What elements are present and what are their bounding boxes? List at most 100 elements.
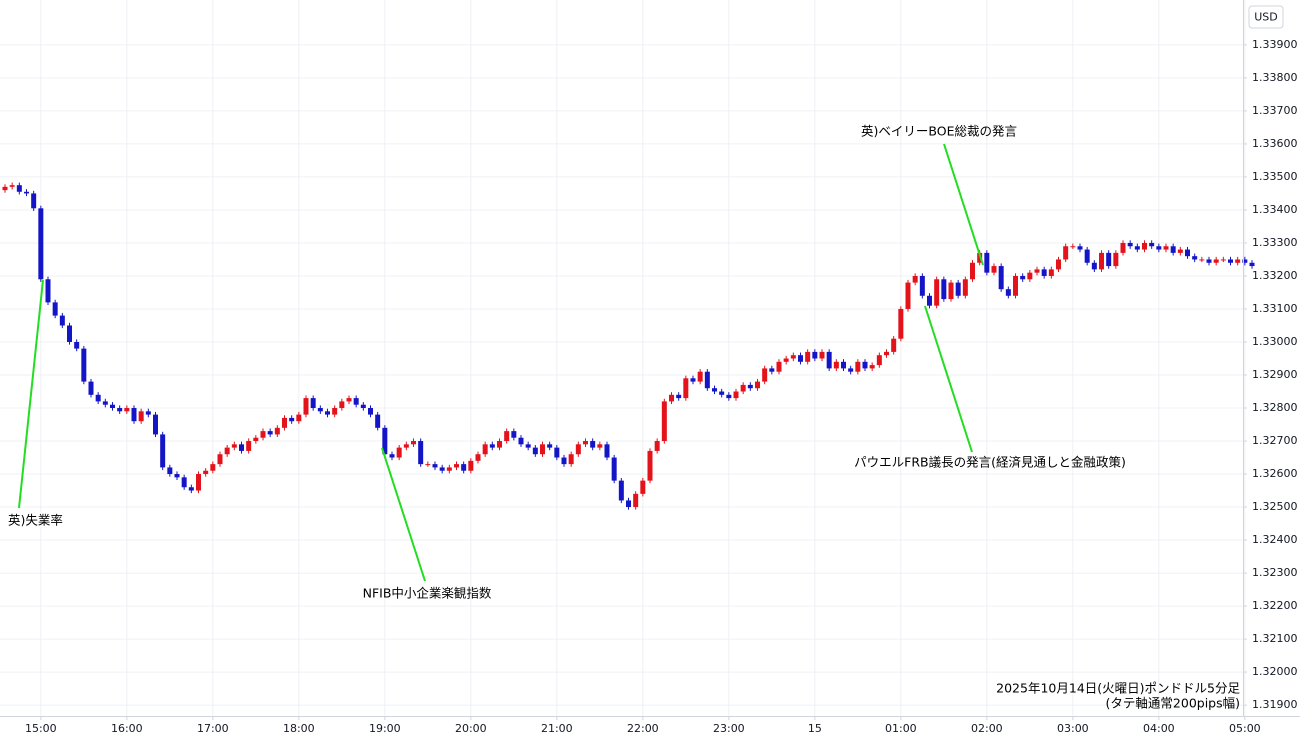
- y-tick-label: 1.33300: [1252, 236, 1298, 249]
- candle-body: [1091, 262, 1097, 270]
- candle-body: [955, 282, 961, 296]
- candle-body: [597, 444, 603, 448]
- candle-body: [160, 434, 166, 468]
- candle-body: [468, 460, 474, 471]
- candle-body: [1027, 272, 1033, 280]
- x-tick-label: 15:00: [25, 722, 57, 735]
- candle-body: [934, 279, 940, 306]
- candle-body: [461, 464, 467, 471]
- annotation: 英)ベイリーBOE総裁の発言: [861, 124, 1017, 139]
- annotation-pointer: [18, 279, 44, 509]
- candle-body: [1070, 246, 1076, 248]
- candle-body: [1199, 259, 1205, 261]
- y-tick-label: 1.32900: [1252, 368, 1298, 381]
- x-tick-label: 02:00: [971, 722, 1003, 735]
- candle-body: [683, 378, 689, 399]
- candle-body: [547, 444, 553, 448]
- candle-body: [346, 398, 352, 402]
- candle-body: [9, 185, 15, 187]
- candle-body: [1156, 246, 1162, 250]
- candle-body: [798, 355, 804, 362]
- candle-body: [81, 348, 87, 382]
- candle-body: [203, 470, 209, 475]
- candle-body: [769, 368, 775, 372]
- grid: [0, 0, 1246, 716]
- candle-body: [1077, 246, 1083, 250]
- annotation-pointer: [924, 305, 973, 453]
- candle-body: [812, 351, 818, 359]
- candle-body: [24, 191, 30, 194]
- x-tick-label: 19:00: [369, 722, 401, 735]
- candle-body: [1005, 289, 1011, 296]
- candle-body: [912, 275, 918, 283]
- candle-body: [317, 408, 323, 412]
- candle-body: [747, 384, 753, 389]
- annotation: 英)失業率: [8, 513, 63, 528]
- candle-body: [497, 441, 503, 448]
- y-tick-label: 1.32200: [1252, 599, 1298, 612]
- candle-body: [848, 368, 854, 372]
- x-tick-label: 03:00: [1057, 722, 1089, 735]
- x-tick-label: 17:00: [197, 722, 229, 735]
- candle-body: [239, 444, 245, 451]
- candle-body: [339, 401, 345, 409]
- candle-body: [1220, 259, 1226, 261]
- candle-body: [188, 487, 194, 491]
- x-tick-label: 15: [808, 722, 822, 735]
- candle-body: [1213, 259, 1219, 263]
- candle-body: [1120, 242, 1126, 253]
- candle-body: [296, 414, 302, 422]
- candle-body: [1099, 252, 1105, 270]
- candle-body: [905, 282, 911, 309]
- candle-body: [310, 398, 316, 409]
- candle-body: [783, 358, 789, 362]
- candle-body: [88, 381, 94, 395]
- candle-body: [1228, 259, 1234, 263]
- candle-body: [1034, 269, 1040, 273]
- candle-body: [174, 474, 180, 478]
- candle-body: [554, 447, 560, 458]
- candle-body: [1063, 246, 1069, 260]
- candle-body: [224, 447, 230, 455]
- candle-body: [253, 437, 259, 442]
- candle-body: [382, 427, 388, 455]
- annotation: パウエルFRB議長の発言(経済見通しと金融政策): [854, 455, 1126, 470]
- annotation-pointer: [943, 143, 984, 266]
- candle-body: [661, 401, 667, 442]
- candle-body: [482, 444, 488, 455]
- candle-body: [697, 371, 703, 382]
- currency-box: [1248, 5, 1284, 29]
- y-tick-label: 1.32400: [1252, 533, 1298, 546]
- candle-body: [1170, 246, 1176, 253]
- x-tick-label: 23:00: [713, 722, 745, 735]
- candle-body: [984, 252, 990, 273]
- candle-body: [719, 391, 725, 395]
- candle-body: [862, 361, 868, 369]
- candle-body: [575, 444, 581, 455]
- y-tick-label: 1.33800: [1252, 71, 1298, 84]
- candle-body: [1113, 252, 1119, 267]
- candle-body: [145, 411, 151, 415]
- candle-body: [325, 411, 331, 415]
- candle-body: [991, 266, 997, 273]
- y-tick-label: 1.33600: [1252, 137, 1298, 150]
- candle-body: [568, 454, 574, 465]
- candle-body: [303, 398, 309, 415]
- y-tick-label: 1.33700: [1252, 104, 1298, 117]
- candle-body: [676, 394, 682, 399]
- candle-body: [1249, 262, 1255, 267]
- candle-body: [776, 361, 782, 372]
- candle-body: [532, 447, 538, 455]
- candle-body: [590, 441, 596, 448]
- candle-body: [647, 450, 653, 481]
- candle-body: [246, 441, 252, 451]
- candle-body: [948, 282, 954, 300]
- candle-body: [611, 457, 617, 481]
- candle-body: [289, 417, 295, 422]
- candle-body: [475, 454, 481, 461]
- x-tick-label: 18:00: [283, 722, 315, 735]
- candle-body: [167, 467, 173, 475]
- candle-body: [898, 308, 904, 339]
- candle-body: [102, 401, 108, 405]
